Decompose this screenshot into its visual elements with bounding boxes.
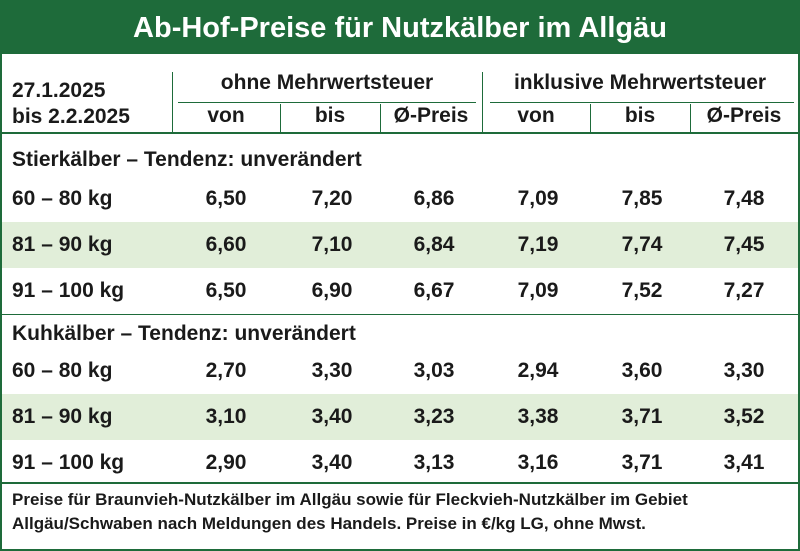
col-header-avg-1: Ø-Preis: [393, 104, 469, 127]
cell-value: 3,71: [621, 451, 663, 474]
cell-value: 7,10: [311, 233, 353, 256]
divider-v: [172, 72, 173, 132]
row-label: 91 – 100 kg: [12, 279, 125, 302]
header-rule: [2, 132, 798, 134]
table-row: 81 – 90 kg 6,60 7,10 6,84 7,19 7,74 7,45: [2, 222, 798, 268]
group-with-vat: inklusive Mehrwertsteuer: [513, 71, 767, 94]
cell-value: 3,30: [723, 359, 765, 382]
table-row: 91 – 100 kg 2,90 3,40 3,13 3,16 3,71 3,4…: [2, 440, 798, 486]
divider-v: [380, 104, 381, 132]
cell-value: 3,71: [621, 405, 663, 428]
divider-v: [690, 104, 691, 132]
cell-value: 3,40: [311, 451, 353, 474]
divider-v: [482, 72, 483, 132]
cell-value: 3,40: [311, 405, 353, 428]
row-label: 81 – 90 kg: [12, 233, 113, 256]
cell-value: 7,19: [517, 233, 559, 256]
section-title-stierkaelber: Stierkälber – Tendenz: unverändert: [12, 148, 362, 171]
table-row: 60 – 80 kg 2,70 3,30 3,03 2,94 3,60 3,30: [2, 348, 798, 394]
table-row: 60 – 80 kg 6,50 7,20 6,86 7,09 7,85 7,48: [2, 176, 798, 222]
group-without-vat: ohne Mehrwertsteuer: [220, 71, 434, 94]
cell-value: 7,45: [723, 233, 765, 256]
col-header-von-1: von: [207, 104, 245, 127]
col-header-bis-2: bis: [624, 104, 656, 127]
cell-value: 7,09: [517, 279, 559, 302]
section-rule: [2, 314, 798, 315]
col-header-avg-2: Ø-Preis: [706, 104, 782, 127]
cell-value: 3,10: [205, 405, 247, 428]
cell-value: 7,27: [723, 279, 765, 302]
cell-value: 7,52: [621, 279, 663, 302]
table-header: 27.1.2025 bis 2.2.2025 ohne Mehrwertsteu…: [2, 68, 798, 132]
col-header-bis-1: bis: [314, 104, 346, 127]
table-row: 91 – 100 kg 6,50 6,90 6,67 7,09 7,52 7,2…: [2, 268, 798, 314]
cell-value: 3,30: [311, 359, 353, 382]
row-label: 81 – 90 kg: [12, 405, 113, 428]
cell-value: 6,60: [205, 233, 247, 256]
cell-value: 7,85: [621, 187, 663, 210]
cell-value: 3,60: [621, 359, 663, 382]
section-title-kuhkaelber: Kuhkälber – Tendenz: unverändert: [12, 322, 356, 345]
cell-value: 7,09: [517, 187, 559, 210]
cell-value: 2,94: [517, 359, 559, 382]
period-to: bis 2.2.2025: [12, 105, 130, 128]
cell-value: 3,16: [517, 451, 559, 474]
group-underline-2: [490, 102, 794, 103]
cell-value: 6,86: [413, 187, 455, 210]
table-row: 81 – 90 kg 3,10 3,40 3,23 3,38 3,71 3,52: [2, 394, 798, 440]
cell-value: 3,41: [723, 451, 765, 474]
col-header-von-2: von: [517, 104, 555, 127]
row-label: 60 – 80 kg: [12, 187, 113, 210]
cell-value: 3,52: [723, 405, 765, 428]
cell-value: 3,23: [413, 405, 455, 428]
period-from: 27.1.2025: [12, 79, 106, 102]
cell-value: 2,90: [205, 451, 247, 474]
footer-rule: [2, 482, 798, 484]
cell-value: 6,84: [413, 233, 455, 256]
cell-value: 6,67: [413, 279, 455, 302]
cell-value: 6,50: [205, 279, 247, 302]
table-title: Ab-Hof-Preise für Nutzkälber im Allgäu: [2, 2, 798, 54]
divider-v: [590, 104, 591, 132]
cell-value: 7,74: [621, 233, 663, 256]
cell-value: 3,13: [413, 451, 455, 474]
row-label: 91 – 100 kg: [12, 451, 125, 474]
cell-value: 6,50: [205, 187, 247, 210]
cell-value: 2,70: [205, 359, 247, 382]
group-underline-1: [178, 102, 476, 103]
cell-value: 6,90: [311, 279, 353, 302]
divider-v: [280, 104, 281, 132]
period-label: 27.1.2025 bis 2.2.2025: [12, 78, 130, 130]
cell-value: 3,38: [517, 405, 559, 428]
row-label: 60 – 80 kg: [12, 359, 113, 382]
footnote: Preise für Braunvieh-Nutzkälber im Allgä…: [12, 490, 688, 533]
cell-value: 7,48: [723, 187, 765, 210]
cell-value: 7,20: [311, 187, 353, 210]
cell-value: 3,03: [413, 359, 455, 382]
